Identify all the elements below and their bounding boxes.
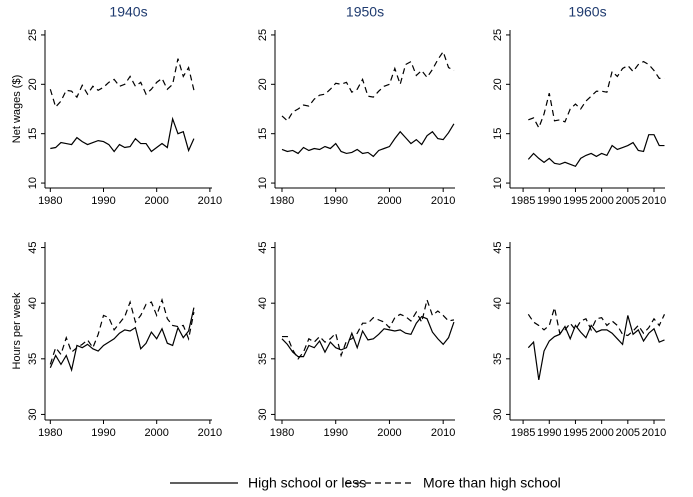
y-tick-label: 45 (257, 241, 269, 253)
series-line (49, 307, 195, 373)
x-tick-label: 2010 (198, 195, 222, 207)
y-tick-label: 15 (27, 128, 39, 140)
series-line (50, 116, 195, 153)
x-tick-label: 1985 (511, 427, 535, 439)
x-tick-label: 2010 (642, 195, 666, 207)
series-line (49, 297, 195, 365)
y-tick-label: 30 (492, 408, 504, 420)
x-tick-label: 1990 (91, 427, 115, 439)
y-tick-label: 20 (257, 78, 269, 90)
series-line (527, 134, 665, 168)
y-tick-label: 40 (492, 297, 504, 309)
y-tick-label: 20 (492, 78, 504, 90)
legend-label: More than high school (423, 475, 561, 491)
panel-title: 1940s (109, 4, 147, 20)
x-tick-label: 2000 (144, 195, 168, 207)
x-tick-label: 1985 (511, 195, 535, 207)
y-tick-label: 25 (257, 29, 269, 41)
x-tick-label: 1990 (323, 427, 347, 439)
series-line (281, 50, 455, 122)
y-tick-label: 10 (27, 177, 39, 189)
y-tick-label: 25 (492, 29, 504, 41)
x-tick-label: 2010 (198, 427, 222, 439)
y-tick-label: 10 (257, 177, 269, 189)
y-tick-label: 15 (257, 128, 269, 140)
x-tick-label: 2005 (616, 195, 640, 207)
legend-label: High school or less (248, 475, 366, 491)
y-tick-label: 45 (492, 241, 504, 253)
x-tick-label: 2010 (642, 427, 666, 439)
y-tick-label: 45 (27, 241, 39, 253)
series-line (281, 123, 455, 158)
y-tick-label: 30 (257, 408, 269, 420)
y-tick-label: 40 (27, 297, 39, 309)
y-tick-label: 20 (27, 78, 39, 90)
y-axis-label: Net wages ($) (11, 75, 23, 143)
x-tick-label: 2000 (589, 195, 613, 207)
series-line (527, 307, 666, 337)
y-tick-label: 35 (257, 353, 269, 365)
x-tick-label: 1980 (270, 195, 294, 207)
x-tick-label: 2010 (431, 427, 455, 439)
panel-title: 1960s (568, 4, 606, 20)
y-tick-label: 30 (27, 408, 39, 420)
x-tick-label: 1995 (563, 195, 587, 207)
x-tick-label: 2000 (377, 427, 401, 439)
x-tick-label: 2005 (616, 427, 640, 439)
y-tick-label: 40 (257, 297, 269, 309)
x-tick-label: 1990 (537, 427, 561, 439)
x-tick-label: 2000 (589, 427, 613, 439)
y-axis-label: Hours per week (11, 292, 23, 370)
series-line (528, 60, 665, 130)
x-tick-label: 1980 (38, 195, 62, 207)
series-line (527, 315, 665, 381)
x-tick-label: 2000 (144, 427, 168, 439)
series-line (281, 315, 455, 358)
x-tick-label: 1990 (91, 195, 115, 207)
series-line (49, 58, 195, 109)
x-tick-label: 1990 (323, 195, 347, 207)
y-tick-label: 15 (492, 128, 504, 140)
series-line (281, 297, 455, 360)
x-tick-label: 2010 (431, 195, 455, 207)
y-tick-label: 10 (492, 177, 504, 189)
y-tick-label: 35 (27, 353, 39, 365)
y-tick-label: 25 (27, 29, 39, 41)
x-tick-label: 1980 (270, 427, 294, 439)
x-tick-label: 2000 (377, 195, 401, 207)
x-tick-label: 1995 (563, 427, 587, 439)
y-tick-label: 35 (492, 353, 504, 365)
panel-title: 1950s (346, 4, 384, 20)
x-tick-label: 1980 (38, 427, 62, 439)
x-tick-label: 1990 (537, 195, 561, 207)
